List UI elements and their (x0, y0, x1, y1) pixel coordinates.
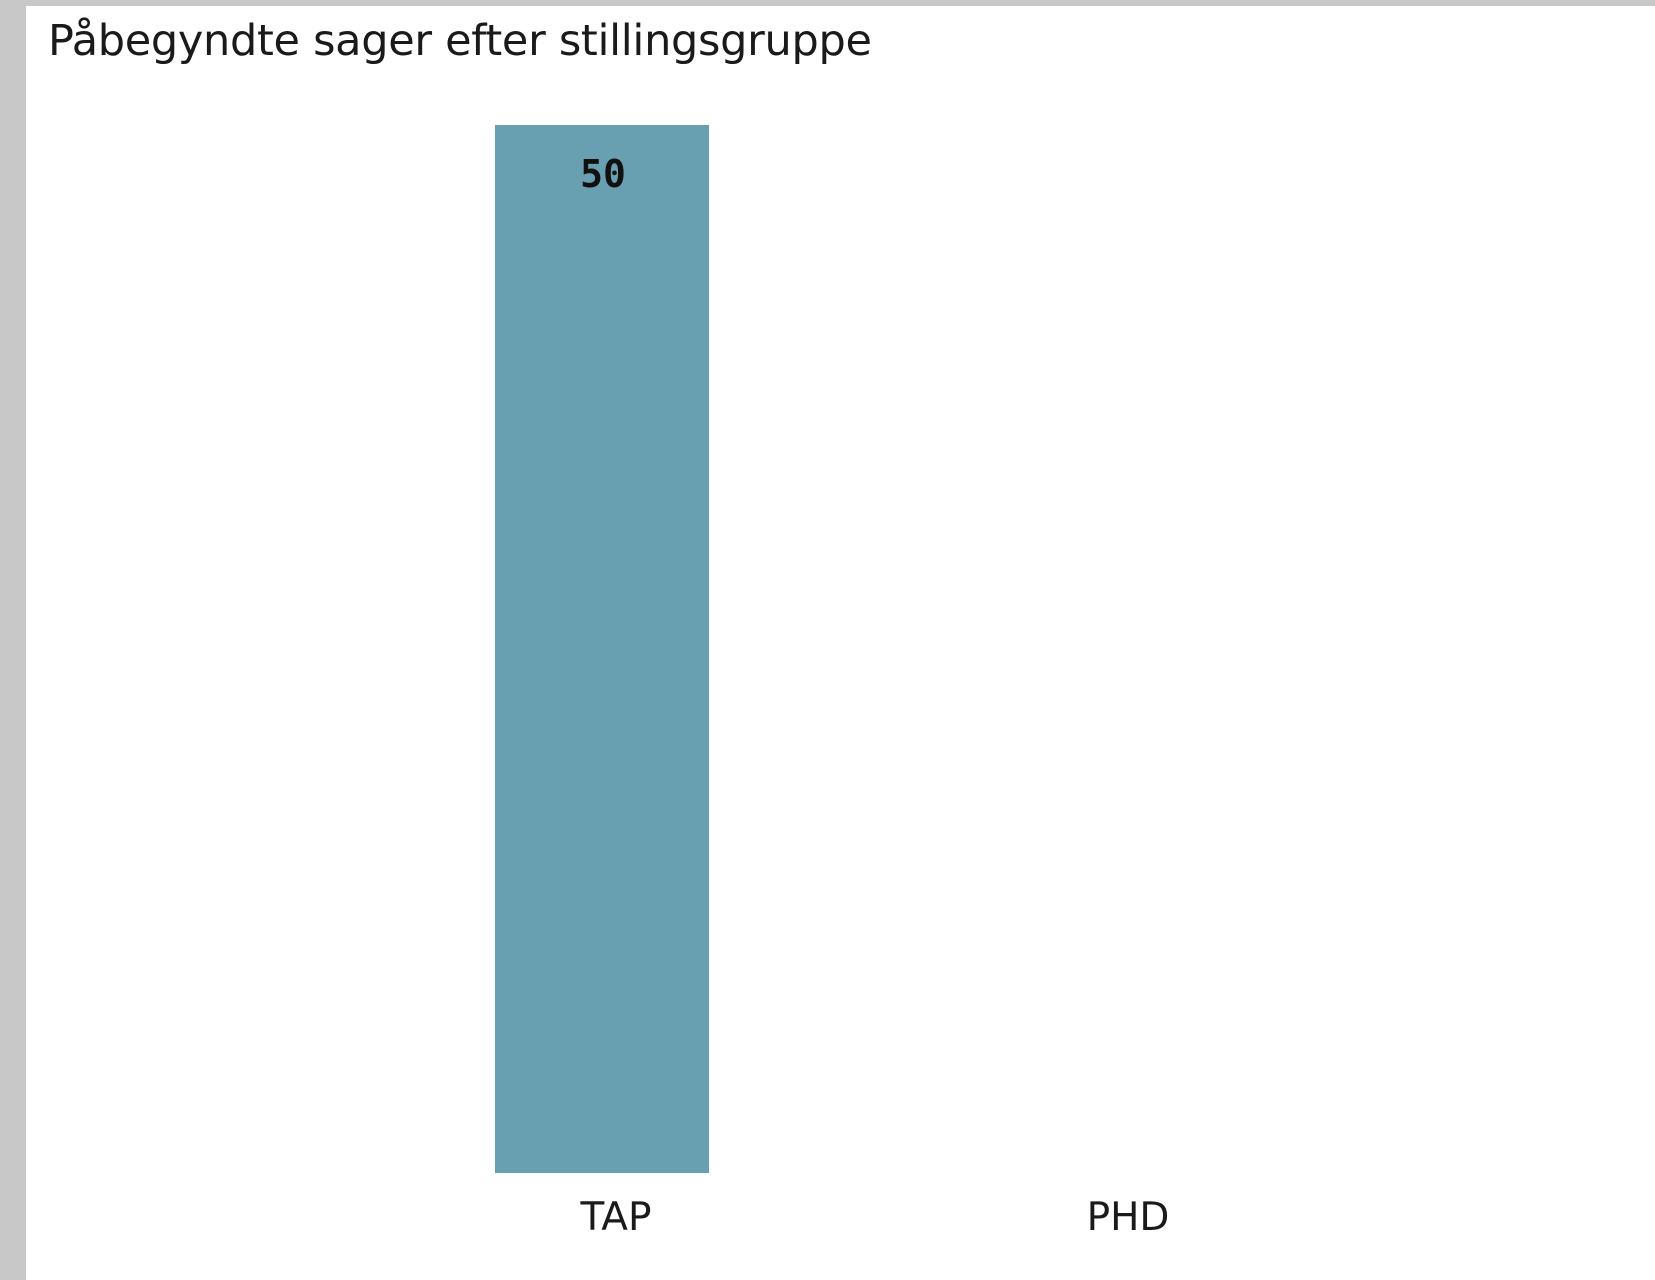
chart-title: Påbegyndte sager efter stillingsgruppe (48, 16, 872, 66)
bar-tap[interactable] (495, 125, 709, 1173)
chart-panel: 50 TAP PHD Påbegyndte sager efter stilling… (26, 6, 1655, 1280)
window-frame-left (0, 0, 26, 1280)
x-tick-label-tap: TAP (580, 1195, 652, 1240)
window-frame-top (0, 0, 1655, 6)
bar-chart: 50 TAP PHD (495, 125, 1170, 1240)
data-label-tap: 50 (580, 152, 626, 196)
x-tick-label-phd: PHD (1087, 1195, 1170, 1240)
